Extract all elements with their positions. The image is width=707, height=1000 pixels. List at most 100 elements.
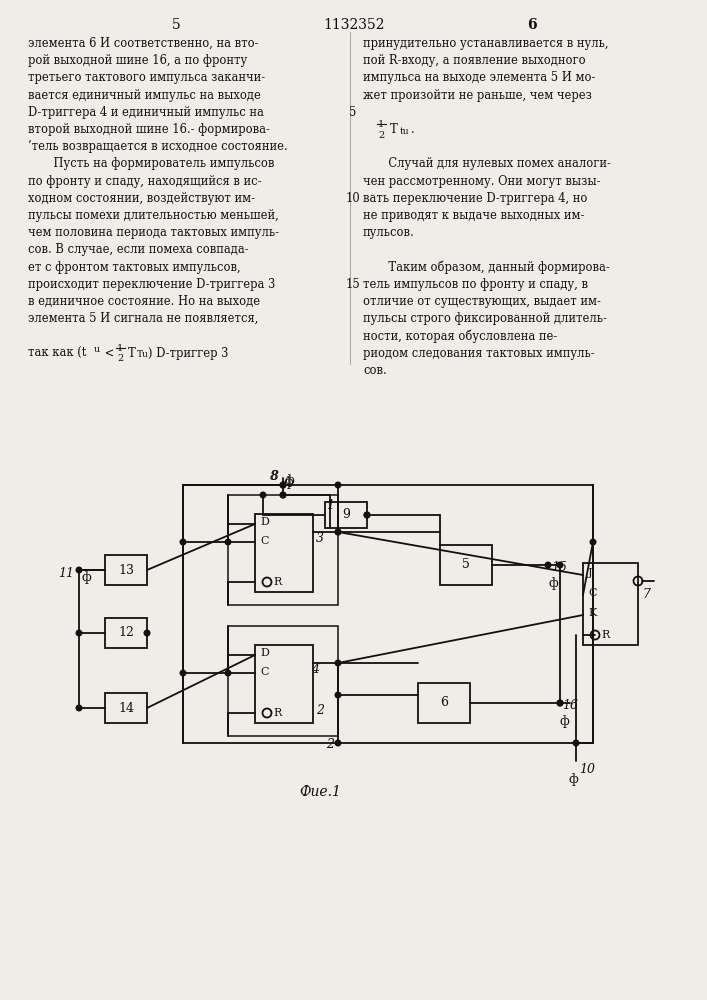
Circle shape xyxy=(76,567,82,573)
Text: 2: 2 xyxy=(378,131,384,140)
Circle shape xyxy=(335,529,341,535)
Text: пульсы помехи длительностью меньшей,: пульсы помехи длительностью меньшей, xyxy=(28,209,279,222)
Circle shape xyxy=(180,539,186,545)
Text: <: < xyxy=(101,347,118,360)
Text: импульса на выходе элемента 5 И мо-: импульса на выходе элемента 5 И мо- xyxy=(363,71,595,84)
Text: R: R xyxy=(601,630,609,640)
Circle shape xyxy=(280,482,286,488)
Text: пой R-входу, а появление выходного: пой R-входу, а появление выходного xyxy=(363,54,585,67)
Circle shape xyxy=(280,492,286,498)
Circle shape xyxy=(76,705,82,711)
Bar xyxy=(440,545,492,585)
Text: .: . xyxy=(411,123,415,136)
Text: Фие.1: Фие.1 xyxy=(299,785,341,799)
Text: пульсы строго фиксированной длитель-: пульсы строго фиксированной длитель- xyxy=(363,312,607,325)
Text: 8: 8 xyxy=(271,470,279,483)
Text: 1: 1 xyxy=(378,120,384,129)
Text: 13: 13 xyxy=(118,564,134,576)
Text: второй выходной шине 16.- формирова-: второй выходной шине 16.- формирова- xyxy=(28,123,270,136)
Text: 5: 5 xyxy=(462,558,470,572)
Text: 5: 5 xyxy=(172,18,180,32)
Bar xyxy=(583,563,638,645)
Text: K: K xyxy=(588,608,597,618)
Text: Случай для нулевых помех аналоги-: Случай для нулевых помех аналоги- xyxy=(363,157,611,170)
Circle shape xyxy=(573,740,579,746)
Text: 15: 15 xyxy=(346,278,361,291)
Text: 6: 6 xyxy=(527,18,537,32)
Text: 1: 1 xyxy=(326,499,334,512)
Text: принудительно устанавливается в нуль,: принудительно устанавливается в нуль, xyxy=(363,37,609,50)
Text: 2: 2 xyxy=(316,704,324,717)
Text: J: J xyxy=(588,568,592,578)
Text: D: D xyxy=(260,517,269,527)
Text: 4: 4 xyxy=(311,663,319,676)
Text: третьего тактового импульса заканчи-: третьего тактового импульса заканчи- xyxy=(28,71,265,84)
Text: 9: 9 xyxy=(342,508,350,522)
Bar xyxy=(105,618,147,648)
Text: R: R xyxy=(273,708,281,718)
Text: R: R xyxy=(273,577,281,587)
Bar xyxy=(183,485,593,743)
Circle shape xyxy=(180,670,186,676)
Bar xyxy=(255,514,313,592)
Text: 1132352: 1132352 xyxy=(323,18,385,32)
Text: риодом следования тактовых импуль-: риодом следования тактовых импуль- xyxy=(363,347,595,360)
Text: тель импульсов по фронту и спаду, в: тель импульсов по фронту и спаду, в xyxy=(363,278,588,291)
Text: ности, которая обусловлена пе-: ности, которая обусловлена пе- xyxy=(363,329,557,343)
Text: 3: 3 xyxy=(316,532,324,545)
Circle shape xyxy=(260,492,266,498)
Text: ф: ф xyxy=(568,773,578,786)
Text: элемента 6 И соответственно, на вто-: элемента 6 И соответственно, на вто- xyxy=(28,37,259,50)
Text: 10: 10 xyxy=(579,763,595,776)
Circle shape xyxy=(557,562,563,568)
Circle shape xyxy=(280,482,286,488)
Text: сов. В случае, если помеха совпада-: сов. В случае, если помеха совпада- xyxy=(28,243,249,256)
Text: T: T xyxy=(128,347,136,360)
Circle shape xyxy=(364,512,370,518)
Text: Пусть на формирователь импульсов: Пусть на формирователь импульсов xyxy=(28,157,274,170)
Text: в единичное состояние. Но на выходе: в единичное состояние. Но на выходе xyxy=(28,295,260,308)
Text: чем половина периода тактовых импуль-: чем половина периода тактовых импуль- xyxy=(28,226,279,239)
Circle shape xyxy=(226,670,230,676)
Text: T: T xyxy=(390,123,398,136)
Circle shape xyxy=(335,529,341,535)
Text: сов.: сов. xyxy=(363,364,387,377)
Bar xyxy=(105,555,147,585)
Text: 8: 8 xyxy=(270,470,278,483)
Circle shape xyxy=(335,660,341,666)
Text: пульсов.: пульсов. xyxy=(363,226,415,239)
Bar xyxy=(418,683,470,723)
Text: 2: 2 xyxy=(326,738,334,751)
Text: ходном состоянии, воздействуют им-: ходном состоянии, воздействуют им- xyxy=(28,192,255,205)
Circle shape xyxy=(335,740,341,746)
Text: Tu: Tu xyxy=(137,350,149,359)
Circle shape xyxy=(76,630,82,636)
Text: ф: ф xyxy=(284,476,293,489)
Bar xyxy=(105,693,147,723)
Text: C: C xyxy=(260,667,269,677)
Text: не приводят к выдаче выходных им-: не приводят к выдаче выходных им- xyxy=(363,209,585,222)
Text: 15: 15 xyxy=(551,561,567,574)
Text: рой выходной шине 16, а по фронту: рой выходной шине 16, а по фронту xyxy=(28,54,247,67)
Text: так как (t: так как (t xyxy=(28,347,86,360)
Bar xyxy=(228,495,338,605)
Text: ’тель возвращается в исходное состояние.: ’тель возвращается в исходное состояние. xyxy=(28,140,288,153)
Text: C: C xyxy=(588,588,597,598)
Text: ) D-триггер 3: ) D-триггер 3 xyxy=(148,347,228,360)
Text: 1: 1 xyxy=(117,344,123,353)
Text: 6: 6 xyxy=(440,696,448,710)
Bar xyxy=(325,502,367,528)
Text: 16: 16 xyxy=(562,699,578,712)
Text: ф: ф xyxy=(560,715,570,728)
Text: 14: 14 xyxy=(118,702,134,714)
Bar xyxy=(255,645,313,723)
Circle shape xyxy=(545,562,551,568)
Circle shape xyxy=(335,482,341,488)
Circle shape xyxy=(144,630,150,636)
Text: 5: 5 xyxy=(349,106,357,119)
Circle shape xyxy=(364,512,370,518)
Text: D: D xyxy=(260,648,269,658)
Text: Таким образом, данный формирова-: Таким образом, данный формирова- xyxy=(363,261,609,274)
Text: ф: ф xyxy=(549,577,559,590)
Text: чен рассмотренному. Они могут вызы-: чен рассмотренному. Они могут вызы- xyxy=(363,175,600,188)
